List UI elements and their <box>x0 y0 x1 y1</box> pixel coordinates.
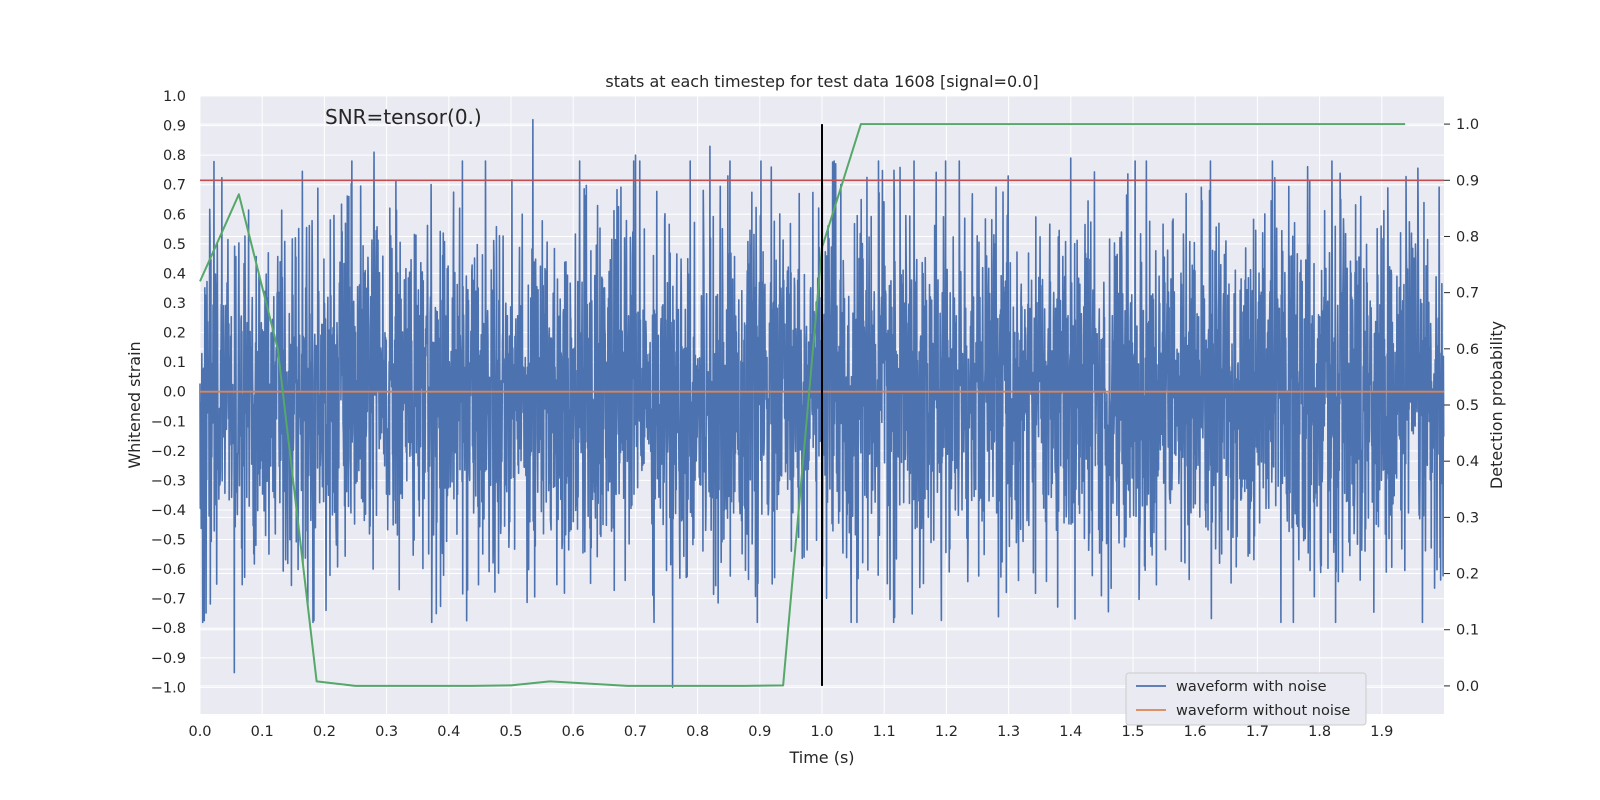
y-tick-label: −0.5 <box>151 533 186 549</box>
y2-tick-label: 0.1 <box>1456 623 1479 639</box>
y-tick-label: −0.6 <box>151 562 186 578</box>
legend-box <box>1125 672 1367 726</box>
y2-tick-label: 0.8 <box>1456 229 1479 245</box>
x-tick-label: 1.5 <box>1121 724 1144 740</box>
y-tick-label: 0.5 <box>163 237 186 253</box>
x-tick-label: 0.5 <box>499 724 522 740</box>
y-tick-label: −0.4 <box>151 503 186 519</box>
x-tick-label: 1.4 <box>1059 724 1082 740</box>
x-tick-label: 1.6 <box>1184 724 1207 740</box>
x-tick-label: 1.1 <box>873 724 896 740</box>
y-tick-label: 0.9 <box>163 119 186 135</box>
x-tick-label: 1.9 <box>1370 724 1393 740</box>
y-tick-label: 0.0 <box>163 385 186 401</box>
x-tick-label: 1.2 <box>935 724 958 740</box>
x-tick-label: 0.4 <box>437 724 460 740</box>
x-tick-label: 0.3 <box>375 724 398 740</box>
y2-tick-label: 1.0 <box>1456 117 1479 133</box>
legend-label-noise: waveform with noise <box>1176 679 1327 695</box>
y-tick-label: 0.4 <box>163 266 186 282</box>
x-tick-label: 0.6 <box>562 724 585 740</box>
series-layer <box>199 118 1445 689</box>
y-tick-label: 0.8 <box>163 148 186 164</box>
x-tick-label: 1.7 <box>1246 724 1269 740</box>
x-tick-label: 1.0 <box>810 724 833 740</box>
legend: waveform with noise waveform without noi… <box>1125 672 1367 726</box>
y-tick-label: −0.2 <box>151 444 186 460</box>
y-tick-label: −0.8 <box>151 621 186 637</box>
y2-tick-label: 0.2 <box>1456 567 1479 583</box>
x-axis-ticks: 0.0 0.1 0.2 0.3 0.4 0.5 0.6 0.7 0.8 0.9 1.0 1.1 1.2 1… <box>188 724 1393 740</box>
y2-axis-label: Detection probability <box>1487 321 1506 489</box>
x-tick-label: 0.8 <box>686 724 709 740</box>
y-tick-label: −0.9 <box>151 651 186 667</box>
series-detection-probability <box>199 123 1406 687</box>
y-axis-ticks: 1.0 0.9 0.8 0.7 0.6 0.5 0.4 0.3 0.2 0.1 0.0 −0.1 −0.… <box>151 89 186 696</box>
y-tick-label: 0.7 <box>163 178 186 194</box>
x-tick-label: 0.9 <box>748 724 771 740</box>
legend-label-clean: waveform without noise <box>1176 703 1350 719</box>
y2-axis-ticks: 1.0 0.9 0.8 0.7 0.6 0.5 0.4 0.3 0.2 0.1 0.0 <box>1444 117 1479 695</box>
chart-title: stats at each timestep for test data 160… <box>605 72 1038 91</box>
y2-tick-label: 0.0 <box>1456 679 1479 695</box>
y-tick-label: −0.7 <box>151 592 186 608</box>
x-tick-label: 0.0 <box>188 724 211 740</box>
y-tick-label: 1.0 <box>163 89 186 105</box>
y2-tick-label: 0.7 <box>1456 286 1479 302</box>
y-tick-label: −0.1 <box>151 414 186 430</box>
x-tick-label: 1.3 <box>997 724 1020 740</box>
x-axis-label: Time (s) <box>788 748 854 767</box>
y-tick-label: −0.3 <box>151 473 186 489</box>
y2-tick-label: 0.3 <box>1456 510 1479 526</box>
x-tick-label: 0.1 <box>251 724 274 740</box>
x-tick-label: 0.2 <box>313 724 336 740</box>
y2-tick-label: 0.6 <box>1456 342 1479 358</box>
y-tick-label: −1.0 <box>151 680 186 696</box>
y-tick-label: 0.2 <box>163 326 186 342</box>
x-tick-label: 0.7 <box>624 724 647 740</box>
y2-tick-label: 0.9 <box>1456 173 1479 189</box>
y-tick-label: 0.3 <box>163 296 186 312</box>
y2-tick-label: 0.4 <box>1456 454 1479 470</box>
y-tick-label: 0.1 <box>163 355 186 371</box>
y2-tick-label: 0.5 <box>1456 398 1479 414</box>
x-tick-label: 1.8 <box>1308 724 1331 740</box>
snr-annotation: SNR=tensor(0.) <box>325 105 482 129</box>
y-tick-label: 0.6 <box>163 207 186 223</box>
y-axis-label: Whitened strain <box>125 341 144 468</box>
